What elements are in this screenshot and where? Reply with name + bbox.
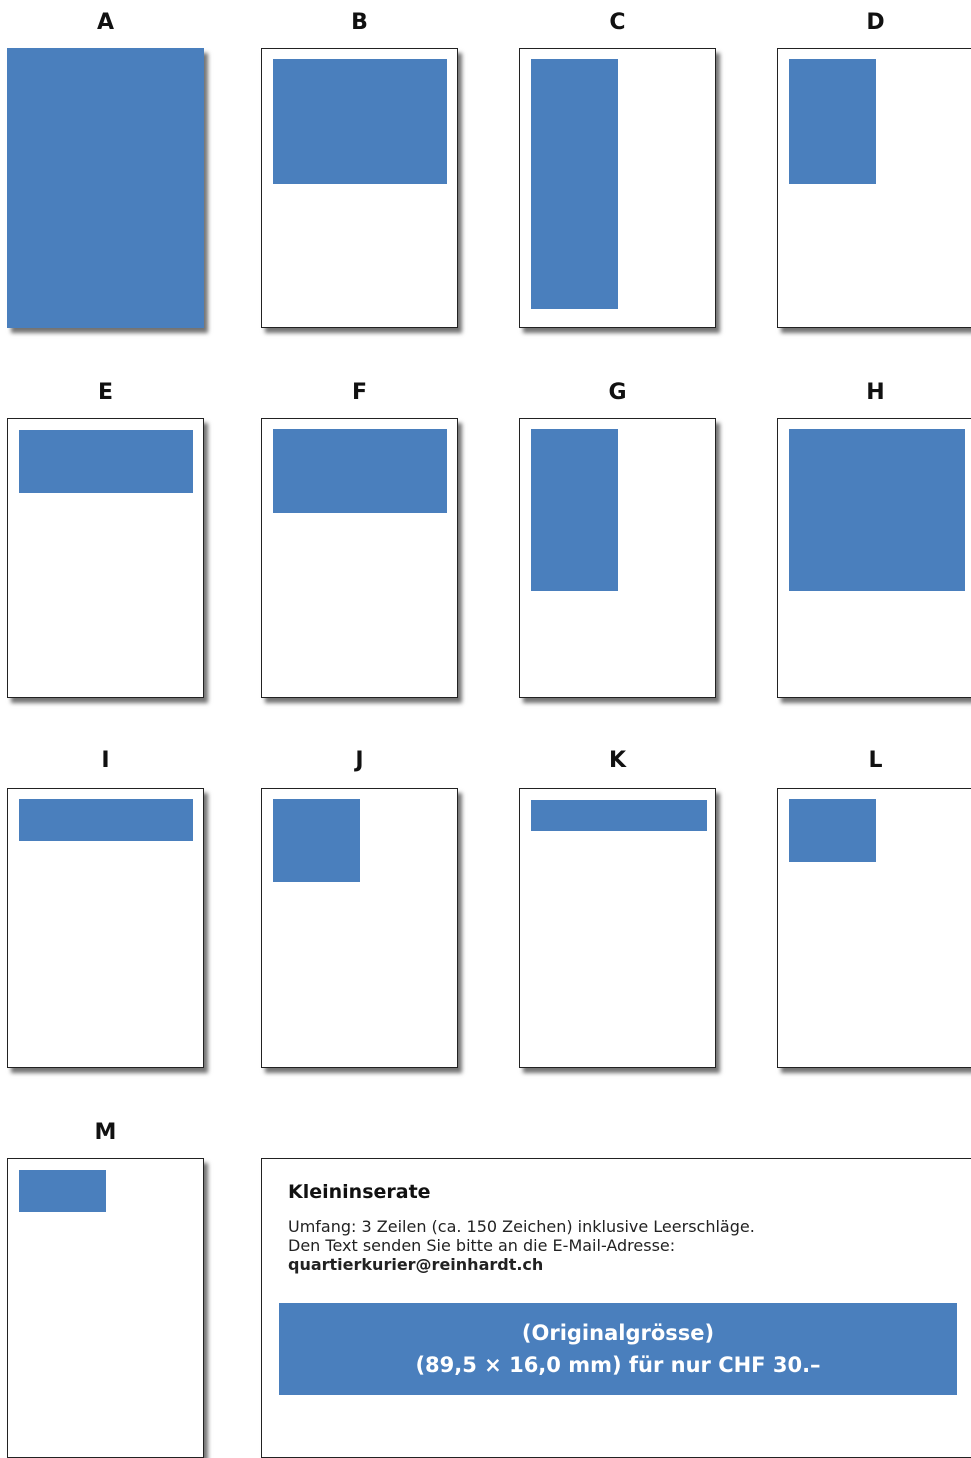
kleininserate-title: Kleininserate [288,1181,431,1203]
layout-page-d [777,48,971,328]
ad-area-i [19,799,193,841]
size-box-line-1: (Originalgrösse) [521,1321,715,1345]
layout-label-b: B [351,10,368,35]
layout-page-h [777,418,971,698]
layout-page-c [519,48,716,328]
size-box-line-2: (89,5 × 16,0 mm) für nur CHF 30.– [415,1353,821,1377]
ad-area-d [789,59,876,184]
layout-page-m [7,1158,204,1458]
layout-label-i: I [101,748,110,773]
layout-label-k: K [608,748,627,773]
ad-area-c [531,59,618,309]
layout-page-g [519,418,716,698]
ad-area-l [789,799,876,862]
layout-label-h: H [866,380,885,405]
layout-page-j [261,788,458,1068]
kleininserate-email: quartierkurier@reinhardt.ch [288,1255,544,1274]
layout-page-b [261,48,458,328]
layout-label-j: J [355,748,364,773]
layout-label-a: A [96,10,115,35]
layout-page-l [777,788,971,1068]
kleininserate-line-1: Umfang: 3 Zeilen (ca. 150 Zeichen) inklu… [288,1217,755,1236]
ad-area-e [19,430,193,493]
layout-page-a [7,48,204,328]
ad-area-j [273,799,360,882]
layout-label-d: D [866,10,885,35]
layout-label-e: E [97,380,114,405]
ad-area-k [531,800,707,831]
ad-area-g [531,429,618,591]
layout-label-g: G [608,380,627,405]
ad-area-h [789,429,965,591]
layout-page-e [7,418,204,698]
kleininserate-size-box: (Originalgrösse) (89,5 × 16,0 mm) für nu… [279,1303,957,1395]
ad-area-f [273,429,447,513]
layout-page-f [261,418,458,698]
layout-page-i [7,788,204,1068]
layout-label-m: M [94,1120,117,1145]
kleininserate-line-2: Den Text senden Sie bitte an die E-Mail-… [288,1236,676,1255]
kleininserate-description: Umfang: 3 Zeilen (ca. 150 Zeichen) inklu… [288,1217,755,1274]
layout-page-k [519,788,716,1068]
ad-area-m [19,1170,106,1212]
kleininserate-panel: Kleininserate Umfang: 3 Zeilen (ca. 150 … [261,1158,971,1458]
layout-label-f: F [351,380,368,405]
ad-area-b [273,59,447,184]
layout-label-c: C [609,10,626,35]
layout-label-l: L [868,748,883,773]
